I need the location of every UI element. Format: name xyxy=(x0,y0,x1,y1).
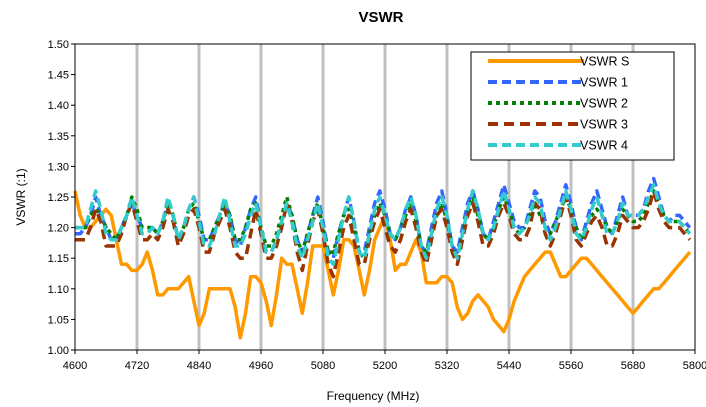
legend-label-3: VSWR 2 xyxy=(580,97,628,111)
chart-title: VSWR xyxy=(359,9,404,26)
y-axis-label: VSWR (:1) xyxy=(14,168,28,225)
x-tick-label: 5800 xyxy=(683,360,706,372)
x-tick-label: 4840 xyxy=(187,360,211,372)
y-tick-label: 1.10 xyxy=(48,284,69,296)
series-line-2 xyxy=(75,176,692,260)
x-tick-label: 5440 xyxy=(497,360,521,372)
y-tick-label: 1.15 xyxy=(48,253,69,265)
y-tick-label: 1.45 xyxy=(48,70,69,82)
legend-label-2: VSWR 1 xyxy=(580,76,628,90)
y-tick-label: 1.20 xyxy=(48,223,69,235)
series-line-5 xyxy=(75,183,692,267)
x-tick-label: 4960 xyxy=(249,360,273,372)
y-tick-label: 1.00 xyxy=(48,345,69,357)
x-tick-label: 5080 xyxy=(311,360,335,372)
x-tick-label: 5320 xyxy=(435,360,459,372)
y-tick-label: 1.05 xyxy=(48,314,69,326)
legend-label-4: VSWR 3 xyxy=(580,118,628,132)
x-tick-label: 4600 xyxy=(63,360,87,372)
x-tick-label: 5200 xyxy=(373,360,397,372)
legend-label-5: VSWR 4 xyxy=(580,139,628,153)
y-tick-label: 1.25 xyxy=(48,192,69,204)
y-tick-label: 1.40 xyxy=(48,100,69,112)
y-tick-label: 1.50 xyxy=(48,39,69,51)
y-tick-label: 1.30 xyxy=(48,161,69,173)
x-axis-label: Frequency (MHz) xyxy=(327,389,420,403)
legend-entries: VSWR S VSWR 1 VSWR 2 VSWR 3 VSWR 4 xyxy=(488,55,629,153)
legend-label-1: VSWR S xyxy=(580,55,629,69)
series-line-4 xyxy=(75,189,692,279)
x-tick-label: 4720 xyxy=(125,360,149,372)
y-tick-label: 1.35 xyxy=(48,131,69,143)
axis-ticks: 4600 4720 4840 4960 5080 5200 5320 5440 5560 5680… xyxy=(48,39,706,372)
series-lines xyxy=(73,176,692,340)
x-tick-label: 5680 xyxy=(621,360,645,372)
x-tick-label: 5560 xyxy=(559,360,583,372)
legend-box xyxy=(470,51,675,161)
legend: VSWR S VSWR 1 VSWR 2 VSWR 3 VSWR 4 xyxy=(470,51,675,161)
